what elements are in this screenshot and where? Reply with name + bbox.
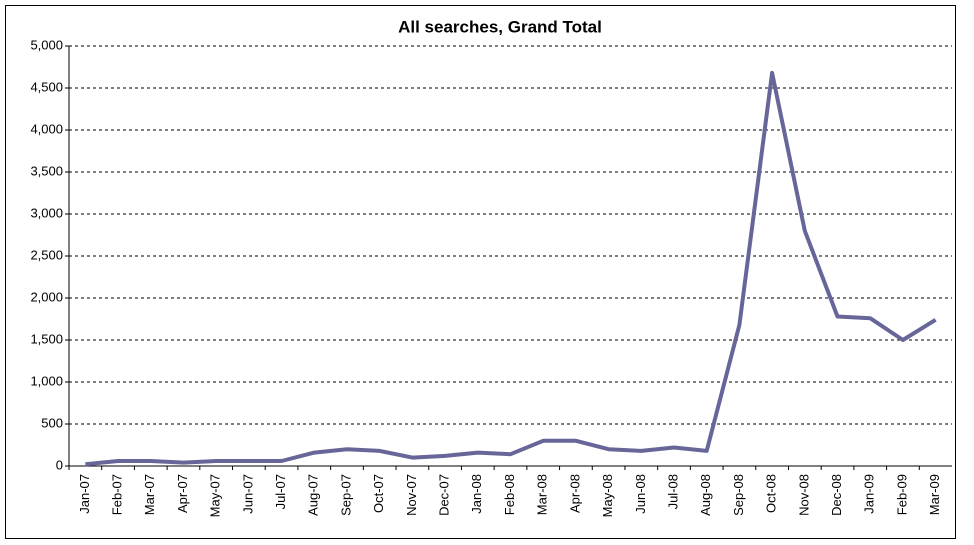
chart-title: All searches, Grand Total xyxy=(398,17,602,36)
x-tick-label: Aug-07 xyxy=(306,474,321,516)
x-tick-label: Sep-07 xyxy=(338,474,353,516)
x-tick-label: Dec-07 xyxy=(437,474,452,516)
x-tick-label: Feb-07 xyxy=(109,474,124,515)
x-tick-label: Oct-07 xyxy=(371,474,386,513)
y-tick-label: 4,500 xyxy=(30,79,63,94)
y-tick-label: 4,000 xyxy=(30,121,63,136)
x-tick-label: Sep-08 xyxy=(731,474,746,516)
x-tick-label: Jun-08 xyxy=(633,474,648,514)
x-tick-label: Nov-08 xyxy=(796,474,811,516)
data-line xyxy=(85,70,937,467)
x-tick-label: May-07 xyxy=(208,474,223,517)
x-tick-label: Feb-08 xyxy=(502,474,517,515)
y-tick-label: 2,500 xyxy=(30,247,63,262)
x-tick-label: Jan-07 xyxy=(77,474,92,514)
x-tick-label: Jan-08 xyxy=(469,474,484,514)
x-tick-label: Oct-08 xyxy=(764,474,779,513)
x-tick-label: Apr-08 xyxy=(567,474,582,513)
x-tick-label: May-08 xyxy=(600,474,615,517)
x-tick-label: Feb-09 xyxy=(894,474,909,515)
x-tick-label: Dec-08 xyxy=(829,474,844,516)
y-tick-label: 1,500 xyxy=(30,331,63,346)
x-tick-label: Jul-07 xyxy=(273,474,288,509)
x-tick-label: Nov-07 xyxy=(404,474,419,516)
x-tick-label: Aug-08 xyxy=(698,474,713,516)
y-tick-label: 3,500 xyxy=(30,163,63,178)
x-tick-label: Mar-09 xyxy=(927,474,942,515)
y-tick-label: 2,000 xyxy=(30,289,63,304)
y-tick-label: 500 xyxy=(41,415,63,430)
y-tick-label: 3,000 xyxy=(30,205,63,220)
x-tick-label: Jun-07 xyxy=(240,474,255,514)
x-tick-label: Jan-09 xyxy=(862,474,877,514)
x-tick-label: Apr-07 xyxy=(175,474,190,513)
x-tick-label: Mar-08 xyxy=(535,474,550,515)
chart-border xyxy=(5,5,956,539)
y-tick-label: 0 xyxy=(56,457,63,472)
x-tick-label: Mar-07 xyxy=(142,474,157,515)
x-tick-label: Jul-08 xyxy=(665,474,680,509)
y-tick-label: 1,000 xyxy=(30,373,63,388)
y-tick-label: 5,000 xyxy=(30,37,63,52)
